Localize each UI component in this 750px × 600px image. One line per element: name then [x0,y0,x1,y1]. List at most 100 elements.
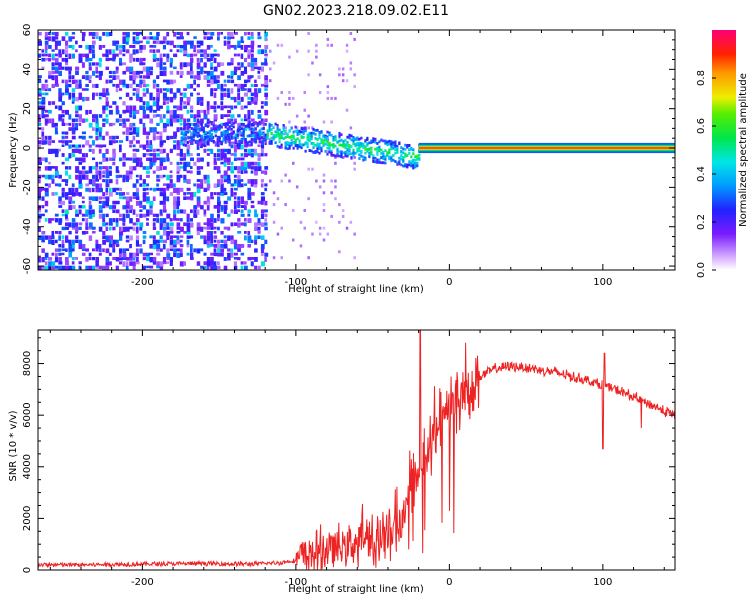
heatmap-cell [65,57,69,63]
heatmap-cell [61,92,65,96]
heatmap-cell [92,83,96,88]
heatmap-cell [38,209,42,213]
heatmap-cell [135,36,139,40]
heatmap-cell [223,244,228,249]
heatmap-cell [223,105,227,109]
heatmap-cell [236,144,239,147]
heatmap-cell [226,129,229,133]
heatmap-cell [233,192,237,196]
heatmap-cell [183,140,187,144]
heatmap-cell [179,248,183,253]
heatmap-cell [179,127,183,131]
heatmap-cell [98,161,103,165]
heatmap-cell [159,218,163,224]
heatmap-cell [182,135,185,138]
heatmap-cell [139,144,143,148]
heatmap-cell [394,148,397,151]
x-tick-label: -100 [285,577,308,588]
heatmap-cell [142,192,147,198]
heatmap-cell [142,257,147,261]
heatmap-cell [196,40,201,45]
heatmap-cell [250,141,253,144]
heatmap-cell [257,75,261,79]
heatmap-cell [179,187,184,192]
heatmap-cell [254,83,258,87]
heatmap-cell [232,125,235,129]
heatmap-cell [129,140,134,144]
heatmap-cell [38,88,42,94]
heatmap-cell [122,62,126,66]
heatmap-cell [206,45,211,50]
heatmap-cell [129,75,133,81]
heatmap-cell [156,49,161,53]
heatmap-cell [88,222,93,228]
heatmap-cell [254,153,258,156]
heatmap-cell [233,118,237,122]
heatmap-cell [125,205,130,209]
heatmap-cell [71,222,76,228]
heatmap-cell [115,174,120,179]
heatmap-cell [125,261,129,266]
heatmap-cell [166,157,170,162]
heatmap-cell [119,174,123,178]
heatmap-cell [220,32,223,35]
heatmap-cell [386,140,389,144]
heatmap-cell [260,118,264,122]
heatmap-cell [254,170,258,176]
heatmap-cell [54,62,59,66]
heatmap-cell [214,134,217,138]
heatmap-cell [342,140,345,143]
heatmap-cell [176,235,180,240]
heatmap-cell [206,161,210,167]
heatmap-cell [115,179,119,185]
heatmap-cell [179,218,183,222]
heatmap-cell [179,244,184,248]
heatmap-cell [222,138,225,141]
heatmap-cell [328,145,331,149]
heatmap-cell [152,257,157,262]
heatmap-cell [240,70,245,76]
heatmap-cell [206,218,211,223]
heatmap-cell [264,53,268,57]
heatmap-cell [217,200,221,207]
heatmap-cell [122,118,126,124]
heatmap-cell [92,62,96,66]
heatmap-cell [146,192,149,195]
heatmap-cell [44,235,49,240]
heatmap-cell [173,45,177,48]
heatmap-cell [348,152,351,156]
heatmap-cell [258,120,261,124]
heatmap-cell [159,166,163,171]
heatmap-cell [353,85,356,89]
heatmap-cell [406,144,409,147]
heatmap-cell [198,138,201,142]
heatmap-cell [214,124,217,128]
heatmap-cell [308,149,311,152]
heatmap-cell [254,179,258,185]
heatmap-cell [334,179,337,183]
heatmap-cell [260,66,264,72]
heatmap-cell [213,75,217,80]
heatmap-cell [193,75,197,79]
heatmap-cell [203,49,207,55]
heatmap-cell [186,192,191,195]
heatmap-cell [61,101,65,106]
heatmap-cell [354,137,357,141]
heatmap-cell [203,53,208,59]
heatmap-cell [146,101,150,107]
heatmap-cell [203,265,207,270]
heatmap-cell [159,248,163,252]
heatmap-cell [122,226,127,233]
heatmap-cell [68,144,72,149]
heatmap-cell [65,257,69,263]
heatmap-cell [149,257,154,263]
heatmap-cell [81,196,85,199]
heatmap-cell [176,239,181,245]
heatmap-cell [378,158,381,162]
heatmap-cell [230,209,234,214]
heatmap-cell [244,261,247,265]
heatmap-cell [65,265,69,270]
heatmap-cell [272,203,276,207]
heatmap-cell [213,239,217,243]
heatmap-cell [65,239,69,243]
